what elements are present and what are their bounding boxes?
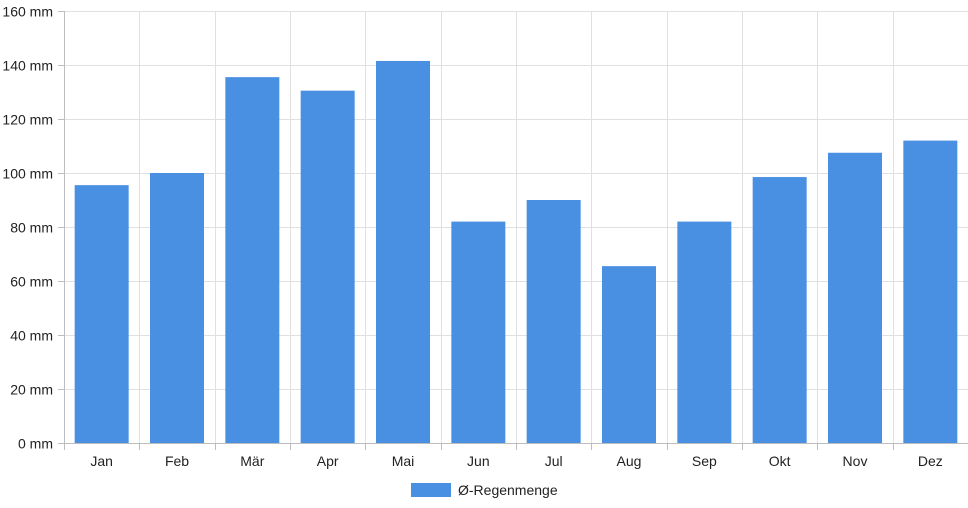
legend-label: Ø-Regenmenge bbox=[458, 482, 558, 498]
bar[interactable] bbox=[677, 221, 732, 443]
bar[interactable] bbox=[150, 173, 204, 443]
x-tick-label: Aug bbox=[617, 453, 642, 469]
legend[interactable]: Ø-Regenmenge bbox=[411, 482, 558, 498]
y-tick-label: 100 mm bbox=[2, 166, 53, 182]
grid bbox=[64, 11, 968, 444]
x-tick-label: Apr bbox=[317, 453, 339, 469]
x-tick-label: Feb bbox=[165, 453, 189, 469]
y-tick-label: 80 mm bbox=[10, 220, 53, 236]
x-tick-label: Sep bbox=[692, 453, 717, 469]
bar[interactable] bbox=[225, 77, 280, 444]
x-tick-label: Mär bbox=[240, 453, 264, 469]
x-tick-label: Nov bbox=[843, 453, 868, 469]
axes bbox=[58, 11, 968, 450]
bar[interactable] bbox=[300, 90, 355, 444]
bar[interactable] bbox=[828, 152, 882, 443]
y-tick-label: 20 mm bbox=[10, 382, 53, 398]
x-tick-label: Okt bbox=[769, 453, 791, 469]
y-tick-label: 120 mm bbox=[2, 112, 53, 128]
legend-swatch bbox=[411, 483, 451, 497]
y-tick-label: 40 mm bbox=[10, 328, 53, 344]
bars bbox=[74, 60, 958, 444]
y-tick-label: 140 mm bbox=[2, 58, 53, 74]
bar[interactable] bbox=[602, 266, 656, 443]
bar[interactable] bbox=[903, 140, 958, 443]
x-tick-label: Jun bbox=[467, 453, 490, 469]
bar[interactable] bbox=[74, 185, 129, 443]
bar[interactable] bbox=[526, 200, 581, 443]
y-axis-tick-labels: 0 mm 20 mm 40 mm 60 mm 80 mm 100 mm 120 mm 140 … bbox=[2, 4, 53, 452]
x-axis-tick-labels: Jan Feb Mär Apr Mai Jun Jul Aug Sep Okt Nov Dez bbox=[90, 453, 942, 469]
x-tick-label: Jan bbox=[90, 453, 113, 469]
y-tick-label: 0 mm bbox=[18, 436, 53, 452]
x-tick-label: Dez bbox=[918, 453, 943, 469]
bar[interactable] bbox=[451, 221, 506, 443]
x-tick-label: Jul bbox=[545, 453, 563, 469]
y-tick-label: 160 mm bbox=[2, 4, 53, 20]
bar[interactable] bbox=[752, 177, 807, 444]
y-tick-label: 60 mm bbox=[10, 274, 53, 290]
bar[interactable] bbox=[376, 60, 430, 443]
x-tick-label: Mai bbox=[392, 453, 415, 469]
